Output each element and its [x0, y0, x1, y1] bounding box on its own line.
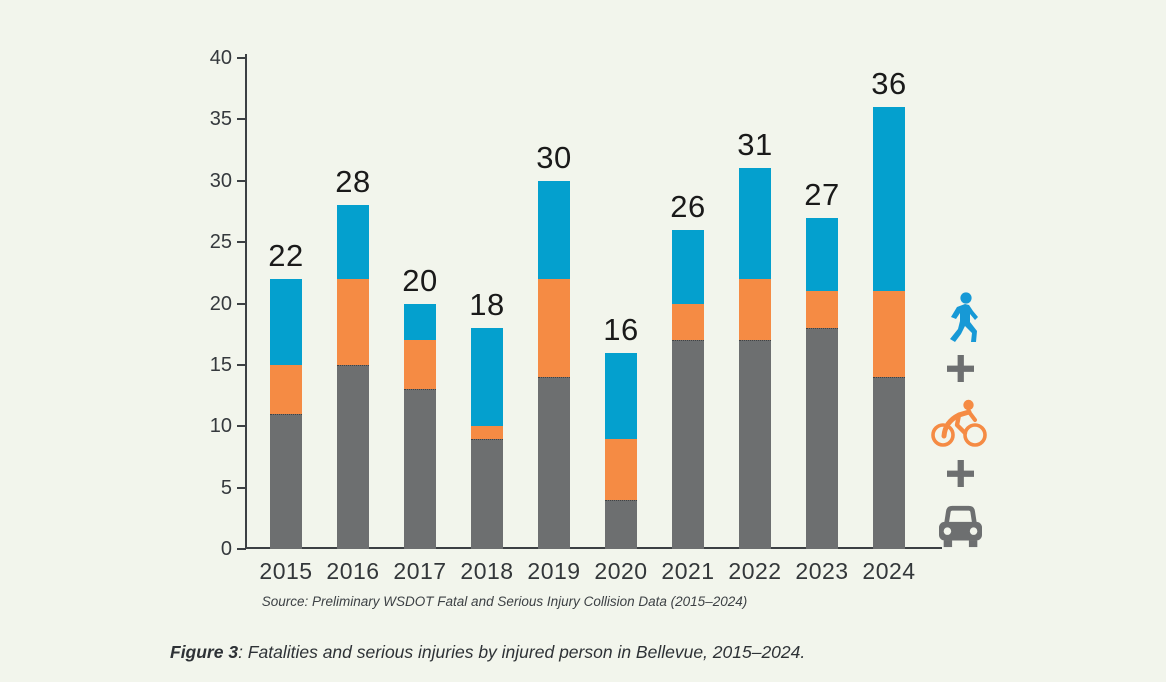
bar-total-label: 20: [402, 262, 438, 298]
stacked-bar-2017: [404, 303, 436, 550]
source-note: Source: Preliminary WSDOT Fatal and Seri…: [261, 594, 748, 609]
x-axis-line: [245, 547, 942, 549]
y-axis-tick-label: 20: [209, 292, 232, 315]
y-axis-tick: [237, 548, 246, 550]
bar-segment-car-occupant: [873, 377, 905, 549]
x-axis-label-2021: 2021: [661, 558, 715, 584]
y-axis-tick-label: 25: [209, 231, 232, 254]
bar-segment-car-occupant: [471, 438, 503, 549]
y-axis-tick-label: 5: [220, 476, 232, 499]
stacked-bar-2020: [605, 352, 637, 549]
y-axis-tick-label: 0: [220, 538, 232, 560]
y-axis-tick: [237, 486, 246, 489]
y-axis-tick: [237, 302, 246, 305]
bar-segment-car-occupant: [337, 364, 369, 549]
bar-total-label: 27: [804, 176, 840, 212]
car-icon: [938, 505, 983, 553]
bar-segment-car-occupant: [605, 499, 637, 549]
bar-segment-bicyclist: [471, 426, 503, 439]
bar-segment-car-occupant: [739, 340, 771, 549]
bar-segment-pedestrian: [739, 168, 771, 279]
x-axis-label-2019: 2019: [527, 558, 581, 584]
x-axis-label-2024: 2024: [862, 558, 916, 584]
bar-segment-pedestrian: [270, 278, 302, 365]
x-axis-label-2020: 2020: [594, 558, 648, 584]
figure-caption: Figure 3: Fatalities and serious injurie…: [170, 642, 1070, 663]
bar-segment-pedestrian: [605, 352, 637, 439]
y-axis-tick: [237, 363, 246, 366]
stacked-bar-2023: [806, 217, 838, 549]
stacked-bar-2021: [672, 229, 704, 549]
bar-segment-bicyclist: [873, 291, 905, 378]
plus-icon: [947, 355, 974, 387]
bar-segment-pedestrian: [806, 217, 838, 292]
stacked-bar-2015: [270, 278, 302, 549]
bar-segment-bicyclist: [605, 438, 637, 500]
y-axis-tick: [237, 241, 246, 244]
x-axis-label-2022: 2022: [728, 558, 782, 584]
pedestrian-icon: [947, 292, 981, 347]
plus-icon: [947, 460, 974, 492]
y-axis-tick-label: 10: [209, 415, 232, 438]
figure-caption-text: : Fatalities and serious injuries by inj…: [238, 642, 806, 662]
bar-total-label: 18: [469, 287, 505, 323]
y-axis-tick: [237, 57, 246, 59]
bar-segment-car-occupant: [404, 389, 436, 549]
y-axis-tick-label: 40: [209, 47, 232, 69]
bar-segment-pedestrian: [538, 180, 570, 279]
x-axis-label-2018: 2018: [460, 558, 514, 584]
plot-area: 22 28 20 18 30 16 26 31 27 36: [247, 58, 940, 549]
bar-segment-car-occupant: [806, 328, 838, 549]
bar-total-label: 30: [536, 139, 572, 175]
y-axis-tick-label: 30: [209, 169, 232, 192]
bar-segment-bicyclist: [806, 291, 838, 329]
x-axis-label-2017: 2017: [393, 558, 447, 584]
bar-segment-pedestrian: [404, 303, 436, 341]
stacked-bar-2019: [538, 180, 570, 549]
stacked-bar-2016: [337, 205, 369, 549]
stacked-bar-2024: [873, 107, 905, 549]
y-axis-tick: [237, 118, 246, 121]
bar-segment-bicyclist: [739, 278, 771, 341]
bicyclist-icon: [931, 398, 987, 453]
bar-segment-pedestrian: [337, 205, 369, 279]
x-axis-label-2016: 2016: [326, 558, 380, 584]
figure-caption-label: Figure 3: [170, 642, 239, 662]
stacked-bar-2018: [471, 328, 503, 549]
bar-segment-bicyclist: [538, 278, 570, 378]
bar-segment-pedestrian: [471, 328, 503, 427]
bar-total-label: 28: [335, 164, 371, 200]
bar-segment-bicyclist: [270, 364, 302, 414]
bar-segment-pedestrian: [672, 229, 704, 304]
bar-segment-bicyclist: [404, 340, 436, 390]
bar-segment-car-occupant: [672, 340, 704, 549]
bar-total-label: 22: [268, 237, 304, 273]
bar-segment-car-occupant: [538, 377, 570, 549]
bar-segment-bicyclist: [672, 303, 704, 341]
y-axis-tick: [237, 425, 246, 428]
bar-segment-pedestrian: [873, 107, 905, 292]
y-axis-tick-label: 15: [209, 353, 232, 376]
y-axis-line: [245, 54, 247, 549]
x-axis-label-2015: 2015: [259, 558, 313, 584]
bar-total-label: 26: [670, 188, 706, 224]
bar-total-label: 16: [603, 311, 639, 347]
bar-total-label: 31: [737, 127, 773, 163]
x-axis-label-2023: 2023: [795, 558, 849, 584]
y-axis-tick-label: 35: [209, 108, 232, 131]
y-axis-tick: [237, 179, 246, 182]
bar-segment-bicyclist: [337, 278, 369, 365]
bar-total-label: 36: [871, 66, 907, 102]
stacked-bar-2022: [739, 168, 771, 549]
bar-segment-car-occupant: [270, 413, 302, 549]
